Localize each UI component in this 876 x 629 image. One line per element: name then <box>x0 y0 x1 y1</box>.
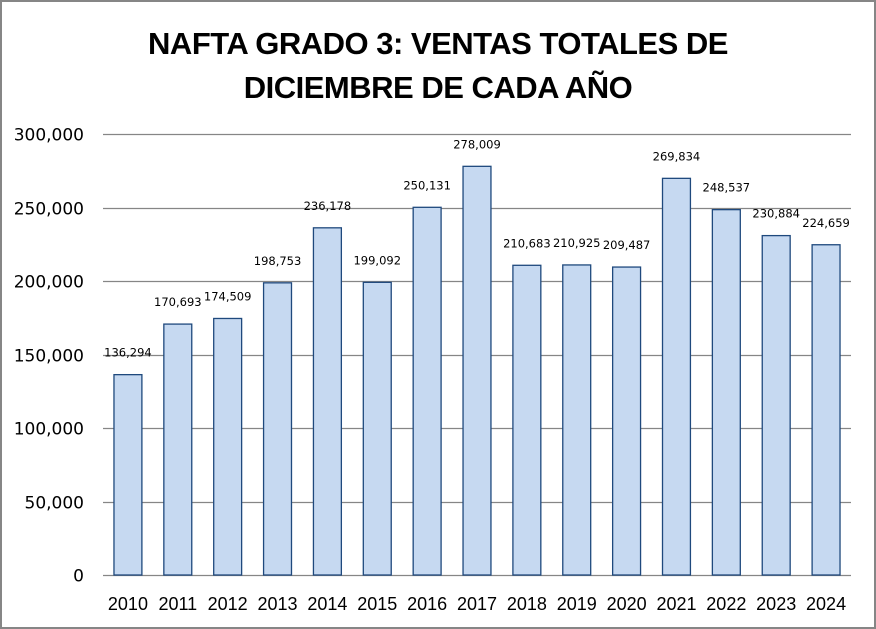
bars <box>113 165 841 576</box>
data-label-2012: 174,509 <box>204 289 252 303</box>
x-tick-label: 2020 <box>607 594 647 614</box>
bar-2020 <box>611 266 642 576</box>
x-tick-label: 2022 <box>706 594 746 614</box>
y-tick-label: 300,000 <box>14 126 84 146</box>
data-label-2018: 210,683 <box>503 236 551 250</box>
x-tick-label: 2015 <box>357 594 397 614</box>
data-label-2015: 199,092 <box>353 253 401 267</box>
bar-2015 <box>362 281 392 576</box>
data-label-2016: 250,131 <box>403 178 451 192</box>
data-label-2023: 230,884 <box>752 207 800 221</box>
x-tick-label: 2011 <box>158 594 197 614</box>
bar-2013 <box>262 282 293 576</box>
bar-2019 <box>562 264 592 576</box>
bar-2010 <box>113 373 143 576</box>
x-tick-label: 2021 <box>656 594 696 614</box>
data-label-2010: 136,294 <box>104 346 152 360</box>
x-tick-label: 2023 <box>756 594 796 614</box>
bar-2018 <box>512 264 542 576</box>
data-label-2024: 224,659 <box>802 216 850 230</box>
x-tick-label: 2017 <box>457 594 497 614</box>
data-label-2014: 236,178 <box>304 199 352 213</box>
x-tick-label: 2024 <box>806 594 846 614</box>
x-tick-label: 2016 <box>407 594 447 614</box>
bar-2012 <box>213 317 243 576</box>
data-label-2020: 209,487 <box>603 238 651 252</box>
bar-2023 <box>761 234 791 576</box>
x-axis-ticks: 2010 2011 2012 2013 2014 2015 2016 2017 2018 2019… <box>108 594 846 614</box>
data-labels: 136,294 170,693 174,509 198,753 236,178 199,0… <box>104 137 850 359</box>
bar-2021 <box>661 177 692 576</box>
x-tick-label: 2014 <box>307 594 347 614</box>
y-tick-label: 250,000 <box>14 200 84 220</box>
x-tick-label: 2018 <box>507 594 547 614</box>
y-tick-label: 0 <box>73 567 84 587</box>
data-label-2013: 198,753 <box>254 254 302 268</box>
data-label-2021: 269,834 <box>653 149 701 163</box>
x-tick-label: 2012 <box>208 594 248 614</box>
data-label-2022: 248,537 <box>703 181 751 195</box>
bar-2016 <box>412 206 442 576</box>
x-tick-label: 2010 <box>108 594 148 614</box>
y-tick-label: 150,000 <box>14 347 84 367</box>
bar-2024 <box>811 244 841 576</box>
bar-2022 <box>711 209 741 576</box>
data-label-2017: 278,009 <box>453 137 501 151</box>
x-tick-label: 2013 <box>258 594 298 614</box>
bar-2011 <box>163 323 193 576</box>
chart-title-line-1: NAFTA GRADO 3: VENTAS TOTALES DE <box>148 26 728 61</box>
y-tick-label: 50,000 <box>25 494 84 514</box>
data-label-2011: 170,693 <box>154 295 202 309</box>
bar-2014 <box>312 227 343 576</box>
y-tick-label: 200,000 <box>14 273 84 293</box>
data-label-2019: 210,925 <box>553 236 601 250</box>
chart-title: NAFTA GRADO 3: VENTAS TOTALES DE DICIEMB… <box>0 22 876 110</box>
y-axis-ticks: 0 50,000 100,000 150,000 200,000 250,000 300,0… <box>14 126 84 587</box>
x-tick-label: 2019 <box>557 594 597 614</box>
bar-2017 <box>462 165 492 576</box>
y-tick-label: 100,000 <box>14 420 84 440</box>
chart-title-line-2: DICIEMBRE DE CADA AÑO <box>243 70 633 105</box>
